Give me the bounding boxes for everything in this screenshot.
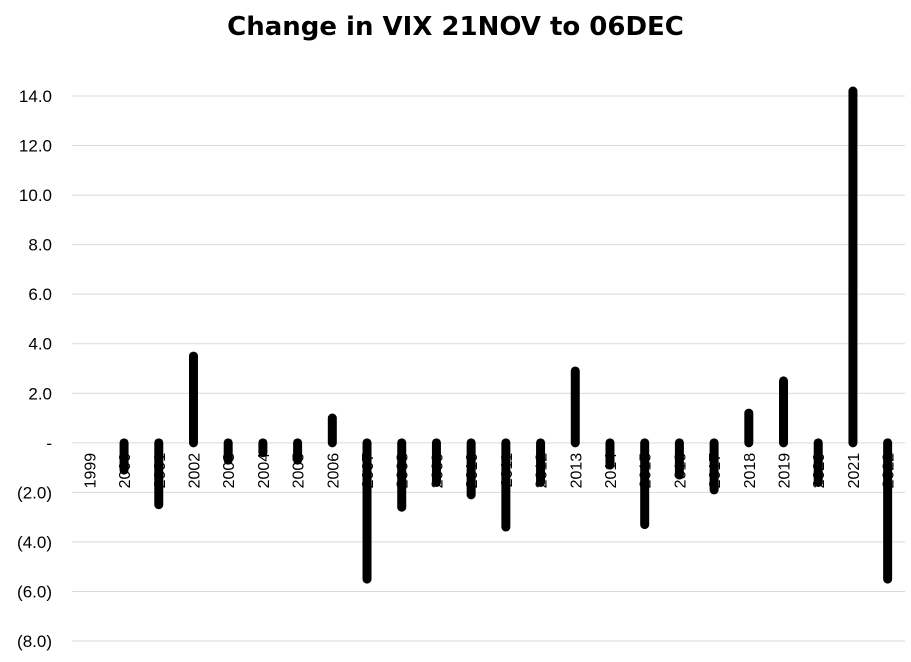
x-category-label: 1999: [82, 453, 99, 489]
y-axis-ticks: (8.0) (6.0) (4.0) (2.0) - 2.0 4.0 6.0 8.0 10.0 12.…: [17, 87, 52, 651]
bars: [119, 86, 893, 584]
x-category-label: 2019: [777, 453, 794, 489]
x-category-label: 2020: [811, 453, 828, 489]
x-axis-categories: 1999 2000 2001 2002 2003 2004 2005 2006 2007 2008…: [82, 453, 897, 489]
x-category-label: 2011: [499, 453, 516, 488]
x-category-label: 2018: [742, 453, 759, 489]
x-category-label: 2003: [221, 453, 238, 489]
y-tick-label: 8.0: [28, 236, 52, 255]
x-category-label: 2001: [152, 453, 169, 489]
y-tick-label: (4.0): [17, 533, 52, 552]
y-tick-label: 4.0: [28, 335, 52, 354]
x-category-label: 2005: [291, 453, 308, 489]
x-category-label: 2016: [672, 453, 689, 489]
x-category-label: 2010: [464, 453, 481, 489]
x-category-label: 2007: [360, 453, 377, 489]
x-category-label: 2004: [256, 453, 273, 489]
x-category-label: 2014: [603, 453, 620, 489]
x-category-label: 2013: [568, 453, 585, 489]
y-tick-label: 10.0: [19, 186, 52, 205]
x-category-label: 2012: [534, 453, 551, 489]
y-tick-label: 6.0: [28, 285, 52, 304]
x-category-label: 2008: [395, 453, 412, 489]
gridlines: [72, 95, 905, 642]
y-tick-label: (2.0): [17, 483, 52, 502]
x-category-label: 2006: [325, 453, 342, 489]
y-tick-label: (8.0): [17, 632, 52, 651]
x-category-label: 2017: [707, 453, 724, 489]
y-tick-label: -: [46, 434, 52, 453]
x-category-label: 2000: [117, 453, 134, 489]
chart-title: Change in VIX 21NOV to 06DEC: [227, 12, 684, 42]
y-tick-label: 12.0: [19, 137, 52, 156]
x-category-label: 2009: [429, 453, 446, 489]
y-tick-label: (6.0): [17, 582, 52, 601]
y-tick-label: 2.0: [28, 384, 52, 403]
x-category-label: 2021: [846, 453, 863, 489]
y-tick-label: 14.0: [19, 87, 52, 106]
x-category-label: 2022: [881, 453, 898, 489]
x-category-label: 2015: [638, 453, 655, 489]
x-category-label: 2002: [186, 453, 203, 489]
